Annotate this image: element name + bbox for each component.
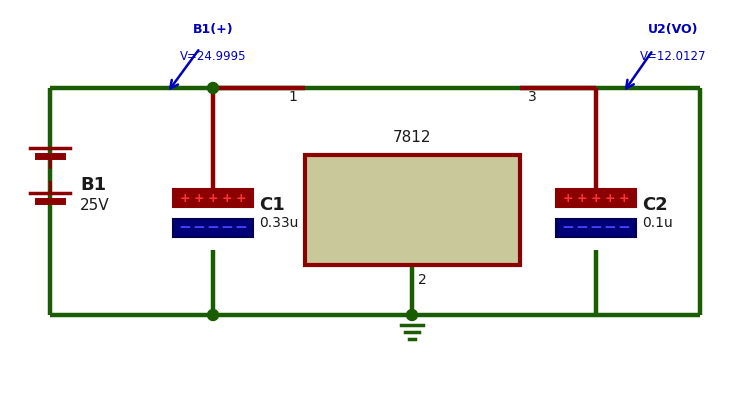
Text: −: − bbox=[193, 221, 206, 236]
Text: B1: B1 bbox=[80, 176, 106, 194]
Text: +: + bbox=[604, 192, 615, 204]
Text: −: − bbox=[220, 221, 233, 236]
Text: 2: 2 bbox=[418, 273, 427, 287]
Text: C1: C1 bbox=[259, 196, 285, 214]
Text: U2(VO): U2(VO) bbox=[648, 23, 698, 36]
Text: VO: VO bbox=[476, 177, 502, 195]
Text: VI: VI bbox=[323, 177, 342, 195]
Text: 0.1u: 0.1u bbox=[642, 216, 673, 230]
Bar bbox=[173, 219, 253, 237]
Text: C2: C2 bbox=[642, 196, 668, 214]
Circle shape bbox=[208, 310, 218, 320]
Bar bbox=[305, 155, 520, 265]
Text: GND: GND bbox=[392, 201, 433, 219]
Text: V=24.9995: V=24.9995 bbox=[180, 50, 246, 63]
Text: −: − bbox=[206, 221, 219, 236]
Bar bbox=[556, 219, 636, 237]
Text: −: − bbox=[604, 221, 616, 236]
Text: −: − bbox=[562, 221, 574, 236]
Text: +: + bbox=[591, 192, 602, 204]
Text: −: − bbox=[235, 221, 248, 236]
Circle shape bbox=[208, 82, 218, 93]
Text: 25V: 25V bbox=[80, 198, 110, 213]
Text: +: + bbox=[194, 192, 204, 204]
Text: 7812: 7812 bbox=[393, 130, 431, 145]
Text: +: + bbox=[562, 192, 573, 204]
Bar bbox=[556, 189, 636, 207]
Text: +: + bbox=[180, 192, 190, 204]
Text: +: + bbox=[208, 192, 218, 204]
Text: 0.33u: 0.33u bbox=[259, 216, 299, 230]
Text: +: + bbox=[577, 192, 587, 204]
Text: 3: 3 bbox=[528, 90, 537, 104]
Text: +: + bbox=[619, 192, 629, 204]
Text: +: + bbox=[222, 192, 232, 204]
Text: 1: 1 bbox=[288, 90, 297, 104]
Text: B1(+): B1(+) bbox=[193, 23, 233, 36]
Circle shape bbox=[406, 310, 418, 320]
Text: −: − bbox=[618, 221, 630, 236]
Bar bbox=[173, 189, 253, 207]
Text: −: − bbox=[178, 221, 191, 236]
Text: −: − bbox=[576, 221, 588, 236]
Text: +: + bbox=[236, 192, 246, 204]
Text: −: − bbox=[590, 221, 602, 236]
Text: V=12.0127: V=12.0127 bbox=[640, 50, 706, 63]
